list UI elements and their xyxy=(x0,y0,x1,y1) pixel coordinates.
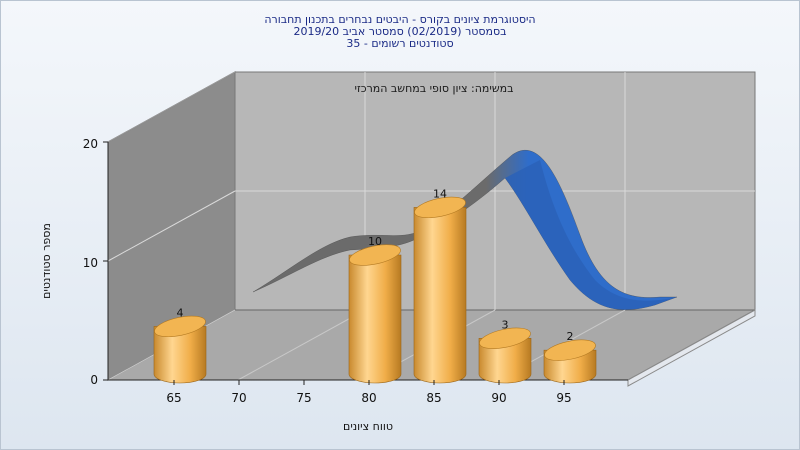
histogram-bar: 14 xyxy=(413,187,467,384)
x-tick-label: 90 xyxy=(491,391,506,405)
y-tick-labels: 0 10 20 xyxy=(83,137,98,387)
bar-value-label: 14 xyxy=(433,187,447,200)
x-axis-title: טווח ציונים xyxy=(343,420,393,433)
x-tick-label: 75 xyxy=(296,391,311,405)
bar-value-label: 4 xyxy=(177,306,184,319)
chart-title-line-1: היסטוגרמת ציונים בקורס - היבטים נבחרים ב… xyxy=(264,13,536,26)
y-tick-marks xyxy=(103,141,108,381)
y-axis-title: מספר סטודנטים xyxy=(40,223,53,299)
bar-top xyxy=(414,196,466,219)
chart-title-line-2: בסמסטר (02/2019) סמסטר אביב 2019/20 xyxy=(293,25,507,38)
y-tick-label: 10 xyxy=(83,256,98,270)
histogram-bar: 10 xyxy=(348,235,402,384)
x-tick-label: 95 xyxy=(556,391,571,405)
bar-body xyxy=(153,326,207,384)
x-tick-label: 70 xyxy=(231,391,246,405)
bar-value-label: 10 xyxy=(368,235,382,248)
bar-top xyxy=(479,327,531,349)
x-tick-labels: 65 70 75 80 85 90 95 xyxy=(166,391,571,405)
bar-top xyxy=(349,244,401,266)
chart-title-line-3: סטודנטים רשומים - 35 xyxy=(346,37,454,50)
bar-value-label: 2 xyxy=(567,330,574,343)
bar-body xyxy=(413,207,467,384)
x-tick-label: 80 xyxy=(361,391,376,405)
bar-top xyxy=(154,315,206,338)
x-tick-label: 65 xyxy=(166,391,181,405)
histogram-bar: 2 xyxy=(543,330,597,384)
chart-floor-front-edge xyxy=(627,309,756,387)
histogram-bar: 4 xyxy=(153,306,207,384)
distribution-curve-front xyxy=(505,160,677,310)
chart-subtitle: במשימה: ציון סופי במחשב המרכזי xyxy=(354,82,513,95)
bar-body xyxy=(478,338,532,384)
y-tick-label: 20 xyxy=(83,137,98,151)
bar-top xyxy=(544,339,596,361)
bar-value-label: 3 xyxy=(502,318,509,331)
y-tick-label: 0 xyxy=(90,373,98,387)
bar-body xyxy=(348,254,402,384)
histogram-bar: 3 xyxy=(478,318,532,384)
x-tick-marks xyxy=(173,380,565,385)
bars-layer: 4 10 14 3 2 xyxy=(153,187,597,384)
x-tick-label: 85 xyxy=(426,391,441,405)
